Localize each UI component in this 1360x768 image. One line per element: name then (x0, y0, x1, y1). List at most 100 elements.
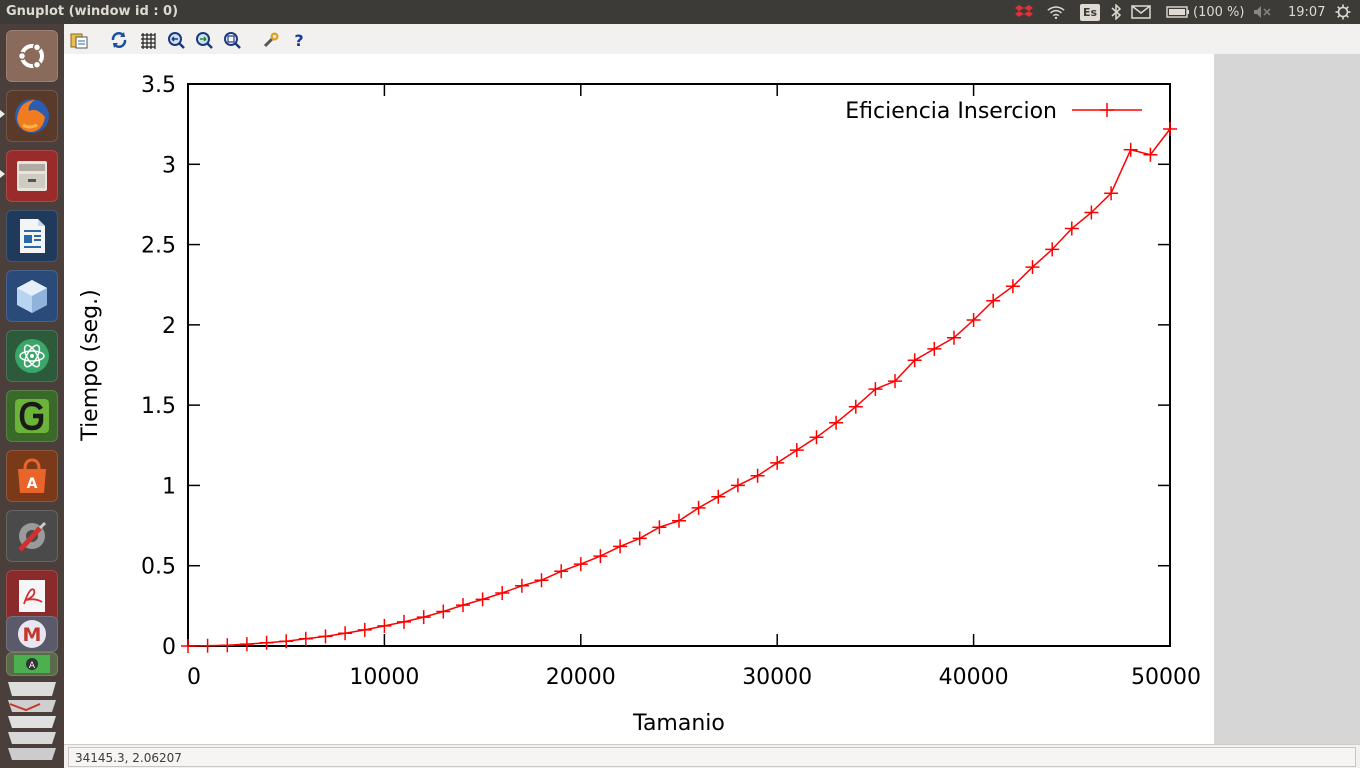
autoscale-icon[interactable] (221, 29, 243, 51)
session-indicator (1333, 0, 1353, 24)
bluetooth-indicator (1106, 0, 1126, 24)
grid-icon[interactable] (137, 29, 159, 51)
y-axis-label: Tiempo (seg.) (78, 289, 103, 441)
replot-icon[interactable] (108, 29, 130, 51)
data-point (318, 629, 333, 644)
data-point (848, 399, 863, 414)
dropbox-icon[interactable] (1014, 4, 1034, 20)
legend-label: Eficiencia Insercion (845, 99, 1057, 124)
g-letter-icon (15, 399, 49, 433)
data-point (1104, 186, 1119, 201)
markers-layer (181, 122, 1177, 653)
launcher-document-viewer[interactable] (6, 570, 58, 622)
launcher-maxima[interactable]: M (6, 616, 58, 652)
data-point (986, 293, 1001, 308)
data-point (475, 592, 490, 607)
data-point (1123, 142, 1138, 157)
data-point (1005, 279, 1020, 294)
y-tick-label: 0.5 (141, 555, 176, 580)
launcher-stacked-items[interactable] (6, 680, 58, 764)
launcher-system-settings[interactable] (6, 510, 58, 562)
settings-icon[interactable] (260, 29, 282, 51)
x-tick-label: 10000 (349, 665, 419, 690)
launcher-software-center[interactable]: A (6, 450, 58, 502)
bluetooth-icon[interactable] (1106, 4, 1126, 20)
data-point (947, 330, 961, 345)
data-point (770, 455, 785, 470)
data-point (829, 415, 844, 430)
top-panel: Gnuplot (window id : 0) Es (100 %) 19:07 (0, 0, 1360, 24)
launcher-atom[interactable] (6, 330, 58, 382)
data-point (672, 513, 686, 528)
empty-window-area (1214, 54, 1360, 744)
launcher-firefox[interactable] (6, 90, 58, 142)
zoom-previous-icon[interactable] (165, 29, 187, 51)
keyboard-layout-icon[interactable]: Es (1080, 3, 1100, 21)
svg-text:A: A (29, 661, 36, 671)
x-tick-label: 50000 (1131, 665, 1201, 690)
data-point (907, 353, 922, 368)
pdf-viewer-icon (19, 580, 45, 612)
copy-clipboard-icon[interactable] (68, 29, 90, 51)
data-point (495, 586, 510, 600)
chart[interactable]: 0 0.5 1 1.5 2 2.5 3 3.5 0 10000 20000 30000 40000 50… (64, 54, 1214, 744)
y-tick-label: 1.5 (141, 394, 176, 419)
battery-indicator: (100 %) (1165, 0, 1244, 24)
data-point (416, 610, 431, 625)
help-icon[interactable]: ? (288, 29, 310, 51)
volume-muted-icon[interactable] (1253, 4, 1273, 20)
settings-gear-icon (18, 521, 47, 552)
file-cabinet-icon (17, 161, 47, 191)
plot-canvas[interactable]: 0 0.5 1 1.5 2 2.5 3 3.5 0 10000 20000 30000 40000 50… (64, 54, 1214, 744)
x-tick-label: 0 (187, 665, 201, 690)
data-point (200, 638, 215, 653)
y-tick-label: 2 (162, 314, 176, 339)
data-point (1084, 205, 1099, 220)
y-tick-label: 3.5 (141, 73, 176, 98)
launcher: A M A (0, 24, 64, 768)
data-point (456, 598, 470, 613)
y-tick-label: 3 (162, 153, 176, 178)
maxima-m-icon: M (18, 620, 46, 648)
legend-marker-sample (1100, 103, 1114, 117)
y-tick-label: 1 (162, 474, 176, 499)
launcher-workspaces[interactable]: A (6, 652, 58, 676)
wifi-icon[interactable] (1046, 4, 1066, 20)
statusbar: 34145.3, 2.06207 (64, 744, 1360, 768)
launcher-writer[interactable] (6, 210, 58, 262)
shopping-bag-icon: A (18, 458, 46, 493)
running-indicator (0, 110, 5, 118)
data-point (357, 622, 372, 637)
clock[interactable]: 19:07 (1288, 4, 1326, 20)
data-point (927, 341, 942, 356)
data-point (181, 639, 195, 653)
data-point (730, 478, 745, 493)
data-point (593, 549, 608, 564)
data-point (966, 313, 981, 327)
mail-icon[interactable] (1131, 4, 1151, 20)
data-point (691, 500, 706, 515)
launcher-dash[interactable] (6, 30, 58, 82)
wifi-indicator (1046, 0, 1066, 24)
data-point (397, 614, 411, 629)
sound-indicator (1253, 0, 1273, 24)
data-point (377, 618, 392, 633)
document-writer-icon (20, 219, 45, 253)
power-icon[interactable] (1333, 4, 1353, 20)
indicator-area (1014, 0, 1034, 24)
virtualbox-cube-icon (17, 280, 47, 313)
data-point (750, 468, 765, 483)
data-point (534, 573, 549, 588)
svg-text:?: ? (294, 31, 303, 49)
battery-icon[interactable] (1165, 4, 1191, 20)
data-point (514, 578, 529, 593)
launcher-gedit[interactable] (6, 390, 58, 442)
x-tick-label: 20000 (546, 665, 616, 690)
zoom-next-icon[interactable] (193, 29, 215, 51)
launcher-virtualbox[interactable] (6, 270, 58, 322)
launcher-files[interactable] (6, 150, 58, 202)
data-point (1163, 122, 1177, 136)
y-axis: 0 0.5 1 1.5 2 2.5 3 3.5 (141, 73, 1170, 660)
messaging-indicator (1131, 0, 1151, 24)
data-point (789, 443, 804, 458)
